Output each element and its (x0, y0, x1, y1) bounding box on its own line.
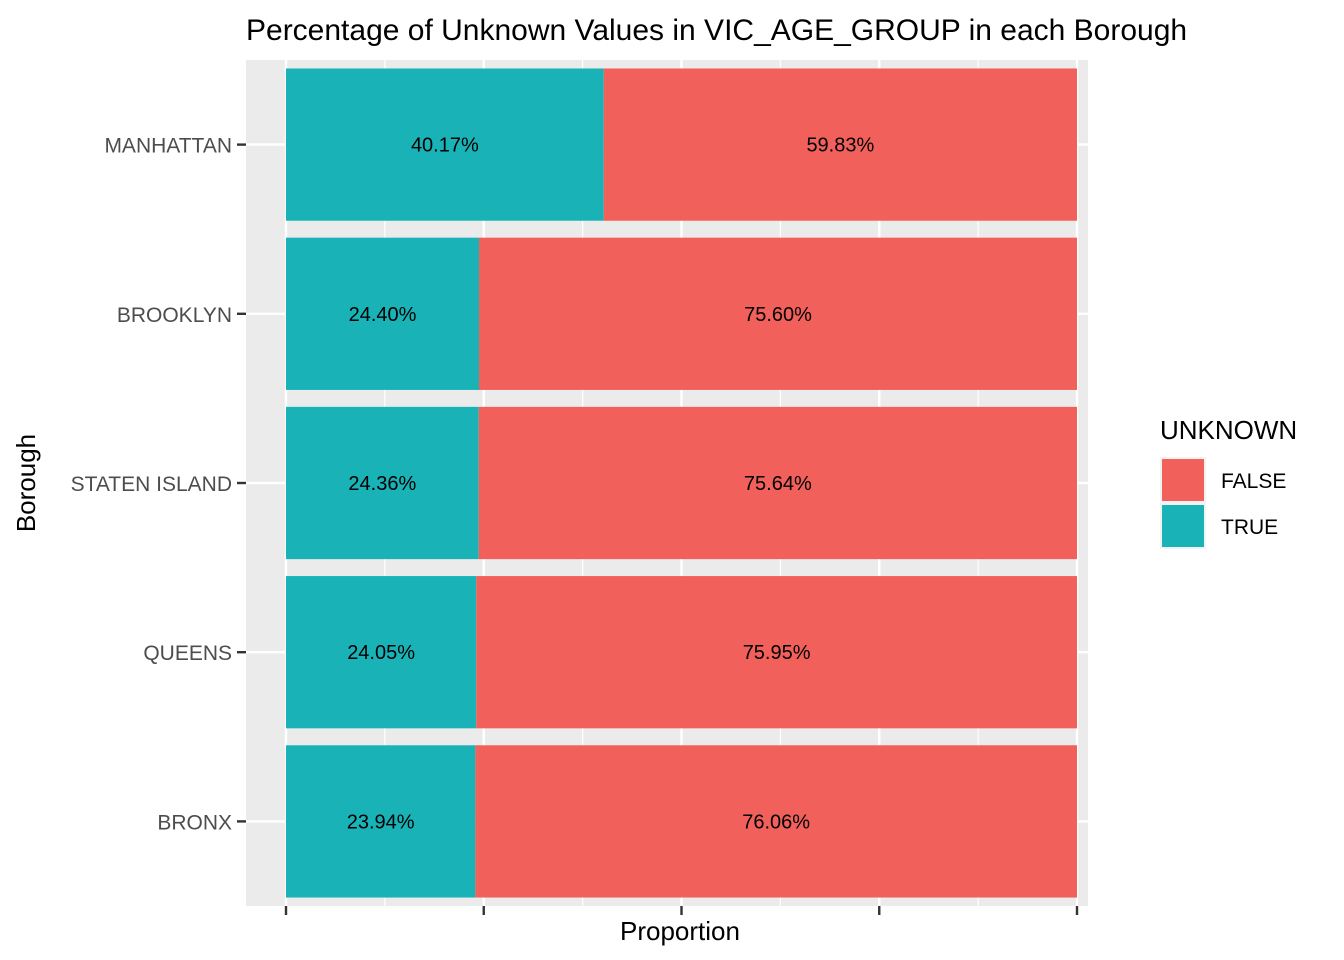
y-tick-label: STATEN ISLAND (71, 473, 232, 496)
bar-true (286, 745, 476, 898)
legend-swatch (1162, 505, 1204, 547)
bar-true (286, 576, 477, 729)
bar-false (603, 68, 1077, 221)
bar-true (286, 68, 604, 221)
y-tick-label: QUEENS (143, 642, 232, 665)
legend-items: FALSE TRUE (1160, 457, 1286, 549)
legend: UNKNOWN FALSE TRUE (1160, 415, 1297, 549)
data-label: 76.06% (742, 811, 810, 833)
legend-label: FALSE (1221, 470, 1286, 493)
y-tick-label: BRONX (157, 811, 232, 834)
legend-swatch (1162, 459, 1204, 501)
bar-false (476, 576, 1078, 729)
bar-false (475, 745, 1078, 898)
data-label: 24.36% (348, 473, 416, 495)
y-axis: MANHATTAN BROOKLYN STATEN ISLAND QUEENS BRON… (71, 135, 246, 834)
bar-false (478, 406, 1077, 560)
legend-label: TRUE (1221, 516, 1278, 539)
data-label: 24.40% (349, 304, 417, 326)
data-label: 75.95% (743, 642, 811, 664)
data-label: 59.83% (806, 135, 874, 157)
bar-true (286, 237, 480, 390)
data-labels: 40.17% 59.83% 24.40% 75.60% 24.36% 75.64% 24.0… (347, 135, 875, 834)
x-axis-title: Proportion (620, 916, 740, 946)
bar-false (479, 237, 1077, 390)
x-axis (284, 906, 1079, 915)
chart-title: Percentage of Unknown Values in VIC_AGE_… (246, 14, 1187, 47)
data-label: 75.60% (744, 304, 812, 326)
y-axis-title: Borough (11, 434, 41, 532)
data-label: 23.94% (347, 811, 415, 833)
legend-title: UNKNOWN (1160, 415, 1297, 445)
bars (286, 68, 1078, 898)
data-label: 75.64% (744, 473, 812, 495)
data-label: 40.17% (411, 135, 479, 157)
data-label: 24.05% (347, 642, 415, 664)
bar-true (286, 406, 479, 560)
y-tick-label: BROOKLYN (117, 304, 232, 327)
y-tick-label: MANHATTAN (104, 135, 232, 158)
